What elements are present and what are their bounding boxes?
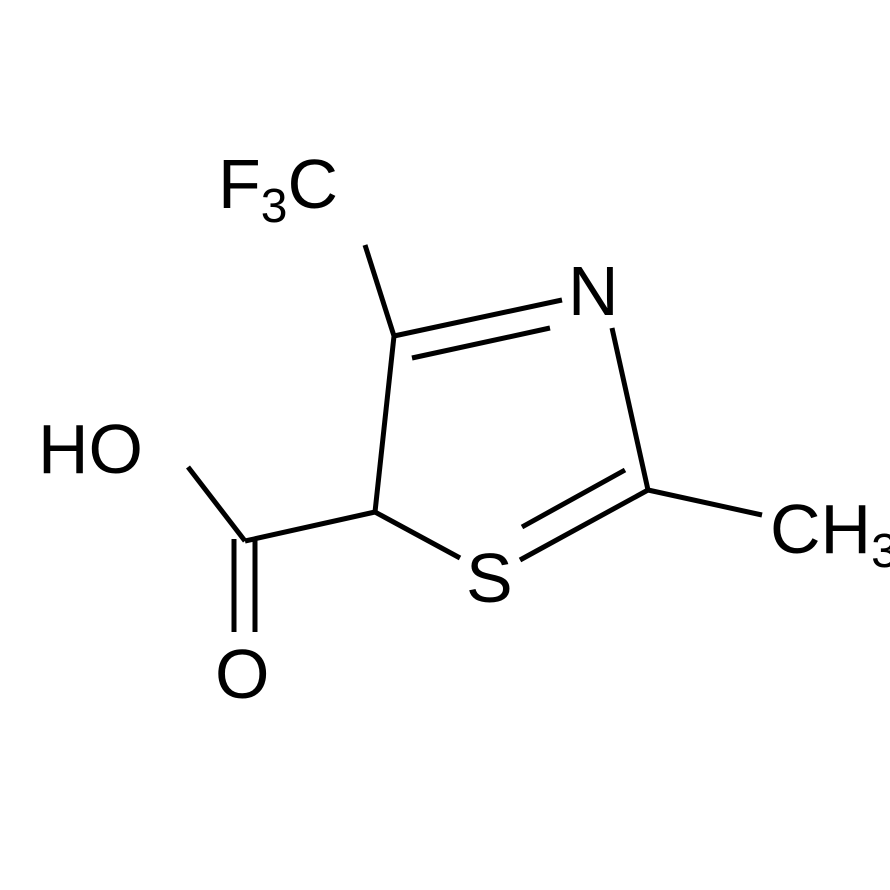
bond-C4-N-inner bbox=[412, 328, 550, 358]
bond-C4-CF3 bbox=[365, 245, 394, 336]
bond-N-C2 bbox=[612, 328, 648, 490]
atom-S: S bbox=[466, 539, 513, 617]
bond-C2-CH3 bbox=[648, 490, 762, 515]
atom-N: N bbox=[568, 252, 619, 330]
bond-C4-C5 bbox=[375, 336, 394, 512]
bond-C5-Cacid bbox=[245, 512, 375, 541]
bond-C2-S bbox=[520, 490, 648, 560]
bond-S-C5 bbox=[375, 512, 460, 558]
molecule-diagram: F3C N CH3 S HO O bbox=[0, 0, 890, 890]
bond-Cacid-OH bbox=[188, 467, 245, 541]
atom-CH3: CH3 bbox=[770, 490, 890, 578]
bond-C2-S-inner bbox=[522, 470, 625, 527]
atom-HO: HO bbox=[38, 410, 143, 488]
atom-F3C: F3C bbox=[218, 145, 338, 233]
atom-O: O bbox=[215, 635, 269, 713]
